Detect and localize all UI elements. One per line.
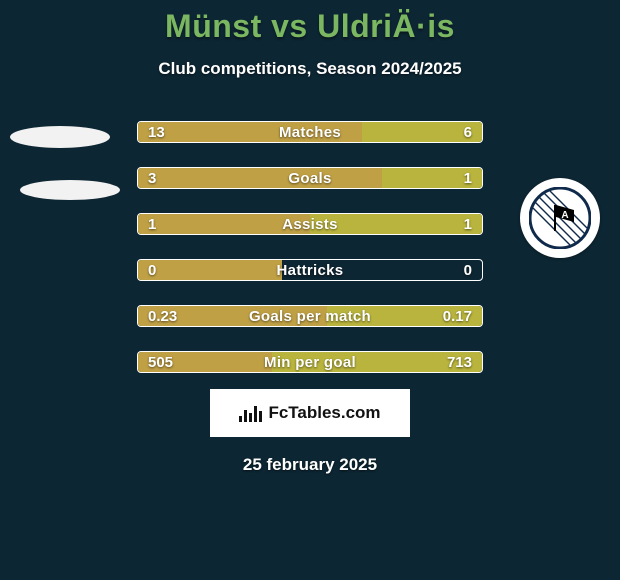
footer-date: 25 february 2025 [0, 455, 620, 475]
stat-value-left: 0.23 [148, 306, 177, 326]
player-left-badge-2 [20, 180, 120, 200]
branding-bars-icon [239, 404, 262, 422]
stat-value-left: 0 [148, 260, 156, 280]
stat-value-right: 6 [464, 122, 472, 142]
stat-value-left: 13 [148, 122, 165, 142]
content-root: Münst vs UldriÄ·is Club competitions, Se… [0, 0, 620, 580]
stat-value-right: 1 [464, 168, 472, 188]
stat-label: Hattricks [138, 260, 482, 280]
stat-label: Matches [138, 122, 482, 142]
stat-row: Matches13 6 [137, 121, 483, 143]
player-left-badge-1 [10, 126, 110, 148]
stat-row: Min per goal505 713 [137, 351, 483, 373]
stat-label: Assists [138, 214, 482, 234]
stat-value-left: 505 [148, 352, 173, 372]
page-subtitle: Club competitions, Season 2024/2025 [0, 59, 620, 79]
stat-row: Goals3 1 [137, 167, 483, 189]
stats-list: Matches136Goals31Assists11Hattricks00Goa… [0, 121, 620, 373]
stat-row: Hattricks0 0 [137, 259, 483, 281]
player-right-crest: A [520, 178, 600, 258]
stat-value-left: 3 [148, 168, 156, 188]
crest-letter: A [561, 210, 568, 221]
stat-value-left: 1 [148, 214, 156, 234]
stat-label: Goals [138, 168, 482, 188]
stat-label: Goals per match [138, 306, 482, 326]
branding-text: FcTables.com [268, 403, 380, 423]
stat-value-right: 1 [464, 214, 472, 234]
stat-row: Assists1 1 [137, 213, 483, 235]
page-title: Münst vs UldriÄ·is [0, 0, 620, 45]
branding-badge[interactable]: FcTables.com [210, 389, 410, 437]
stat-value-right: 713 [447, 352, 472, 372]
stat-label: Min per goal [138, 352, 482, 372]
crest-icon: A [529, 187, 591, 249]
stat-value-right: 0.17 [443, 306, 472, 326]
stat-value-right: 0 [464, 260, 472, 280]
stat-row: Goals per match0.23 0.17 [137, 305, 483, 327]
